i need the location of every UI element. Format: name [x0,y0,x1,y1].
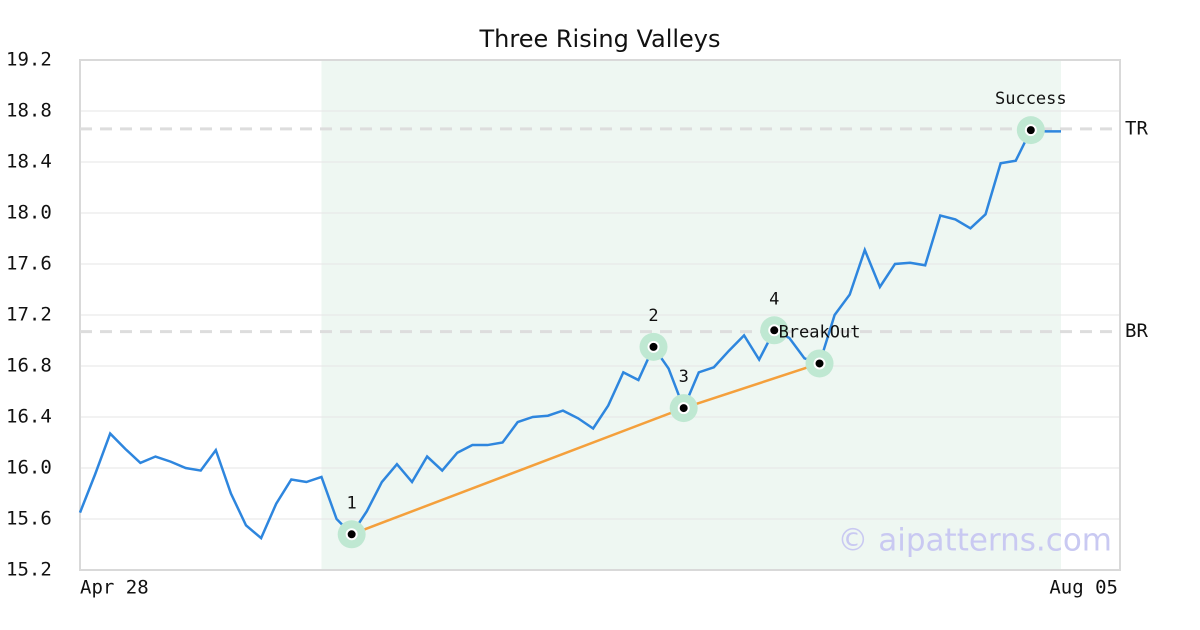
marker-label: 1 [347,493,357,513]
marker-label: 3 [679,367,689,387]
level-label: TR [1125,117,1148,139]
y-tick-label: 18.4 [6,151,52,173]
watermark: © aipatterns.com [837,523,1112,559]
x-tick-label: Apr 28 [80,577,149,599]
plot-frame [79,59,1121,571]
price-line [78,128,1061,541]
marker-dot [647,340,660,353]
x-tick-label: Aug 05 [1049,577,1118,599]
marker-label: Success [995,89,1067,109]
y-tick-label: 17.2 [6,304,52,326]
chart-title: Three Rising Valleys [478,25,720,53]
y-tick-label: 18.8 [6,100,52,122]
y-tick-label: 15.6 [6,508,52,530]
marker-dot [768,324,781,337]
marker-dot [677,402,690,415]
y-tick-label: 17.6 [6,253,52,275]
marker-dot [813,357,826,370]
marker-dot [1024,124,1037,137]
level-label: BR [1125,320,1148,342]
y-tick-label: 19.2 [6,49,52,71]
y-tick-label: 16.0 [6,457,52,479]
y-tick-label: 15.2 [6,559,52,581]
marker-dot [345,528,358,541]
marker-label: 4 [769,289,779,309]
y-tick-label: 16.8 [6,355,52,377]
marker-label: BreakOut [779,322,861,342]
marker-label: 2 [648,306,658,326]
y-tick-label: 16.4 [6,406,52,428]
y-tick-label: 18.0 [6,202,52,224]
